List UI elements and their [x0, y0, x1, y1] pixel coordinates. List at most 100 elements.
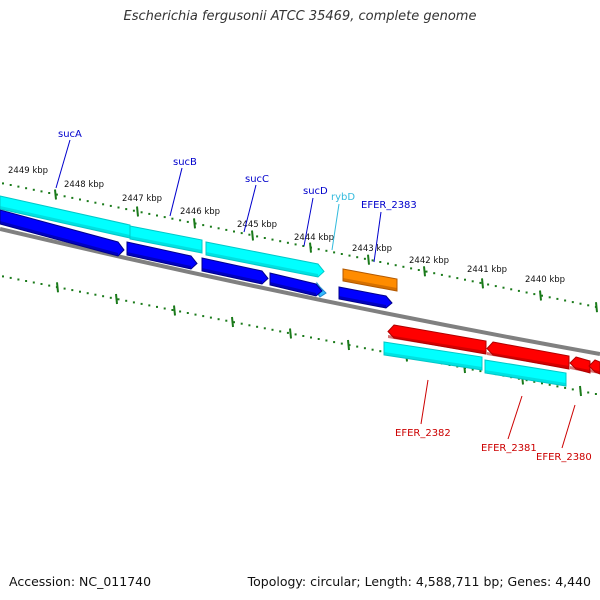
- EFER_2383-blue-arrow-shade: [339, 296, 386, 308]
- upper-track-minor-tick: [117, 206, 120, 209]
- sucC-gene-arrow-shade: [202, 268, 262, 284]
- upper-track-minor-tick: [333, 251, 336, 254]
- EFER_2381-gene-arrow-shade: [487, 352, 569, 369]
- lower-track-minor-tick: [156, 305, 158, 308]
- upper-track-minor-tick: [40, 190, 43, 193]
- lower-track-minor-tick: [587, 391, 590, 394]
- leader-line-EFER_2382: [420, 379, 429, 425]
- lower-track-minor-tick: [310, 336, 312, 339]
- accession-text: Accession: NC_011740: [9, 574, 152, 589]
- upper-track-minor-tick: [510, 288, 513, 291]
- leader-line-EFER_2381: [507, 395, 523, 440]
- scale-tick-label: 2449 kbp: [8, 166, 48, 176]
- lower-track-minor-tick: [148, 304, 151, 307]
- upper-track-minor-tick: [109, 204, 112, 207]
- lower-track-minor-tick: [17, 278, 20, 281]
- gene-label-sucB: sucB: [173, 157, 197, 168]
- lower-track-minor-tick: [79, 290, 81, 293]
- lower-track-minor-tick: [25, 280, 28, 282]
- lower-track-minor-tick: [594, 393, 597, 395]
- lower-track-minor-tick: [9, 276, 12, 279]
- lower-track-minor-tick: [125, 299, 128, 302]
- upper-track-minor-tick: [163, 216, 166, 219]
- lower-track-minor-tick: [63, 287, 66, 290]
- lower-track-minor-tick: [132, 301, 135, 304]
- lower-track-minor-tick: [256, 325, 259, 328]
- genome-summary-text: Topology: circular; Length: 4,588,711 bp…: [247, 574, 591, 589]
- EFER_2382-gene-arrow-shade: [388, 335, 486, 354]
- upper-track-minor-tick: [487, 283, 490, 286]
- lower-track-minor-tick: [541, 382, 543, 385]
- upper-track-minor-tick: [279, 240, 282, 243]
- lower-track-minor-tick: [109, 296, 112, 299]
- lower-track-minor-tick: [248, 324, 251, 327]
- upper-track-minor-tick: [356, 256, 359, 259]
- lower-track-minor-tick: [233, 321, 235, 324]
- upper-track-major-tick: [481, 278, 484, 289]
- upper-track-minor-tick: [17, 185, 20, 188]
- lower-track-minor-tick: [48, 284, 51, 287]
- lower-track-minor-tick: [571, 388, 574, 391]
- upper-track-minor-tick: [32, 188, 35, 191]
- lower-track-minor-tick: [32, 281, 35, 284]
- upper-track-minor-tick: [417, 269, 420, 271]
- gene-label-EFER_2380: EFER_2380: [536, 452, 592, 463]
- upper-track-minor-tick: [217, 227, 220, 230]
- leader-line-sucD: [303, 197, 314, 247]
- gene-label-sucD: sucD: [303, 186, 328, 197]
- upper-track-minor-tick: [256, 235, 259, 238]
- upper-track-minor-tick: [140, 211, 143, 214]
- lower-track-minor-tick: [556, 385, 559, 388]
- label-leader-lines: [55, 139, 576, 449]
- upper-track-major-tick: [54, 189, 57, 200]
- upper-track-minor-tick: [379, 261, 382, 263]
- scale-tick-labels: 2449 kbp 2448 kbp 2447 kbp 2446 kbp 2445 kbp…: [8, 166, 565, 285]
- upper-track-minor-tick: [2, 182, 4, 185]
- leader-line-sucA: [55, 139, 71, 189]
- scale-tick-label: 2443 kbp: [352, 244, 392, 254]
- lower-track-minor-tick: [194, 313, 197, 316]
- lower-track-minor-tick: [533, 380, 536, 383]
- upper-track-minor-tick: [302, 245, 305, 247]
- lower-track-minor-tick: [479, 370, 482, 373]
- lower-track-major-tick: [289, 328, 292, 339]
- lower-track-minor-tick: [294, 333, 297, 336]
- lower-track-minor-tick: [179, 310, 182, 313]
- page-title: Escherichia fergusonii ATCC 35469, compl…: [123, 9, 477, 24]
- upper-track-minor-tick: [571, 301, 574, 304]
- upper-track-minor-tick: [433, 272, 436, 275]
- lower-track-minor-tick: [363, 347, 366, 350]
- sucD-gene-arrow-shade: [270, 282, 316, 296]
- upper-track-minor-tick: [209, 225, 212, 228]
- EFER_2381-cds-band-shade: [485, 370, 566, 386]
- lower-track-minor-tick: [240, 322, 243, 325]
- upper-track-minor-tick: [525, 291, 528, 294]
- lower-track-minor-tick: [209, 316, 212, 319]
- lower-track-minor-tick: [225, 319, 228, 322]
- upper-track-minor-tick: [186, 220, 189, 223]
- gene-label-sucC: sucC: [245, 174, 269, 185]
- upper-track-minor-tick: [440, 273, 443, 276]
- upper-track-minor-tick: [156, 214, 158, 217]
- upper-track-minor-tick: [502, 286, 505, 289]
- lower-track-minor-tick: [564, 386, 567, 389]
- upper-track-minor-tick: [248, 233, 251, 236]
- lower-track-major-tick: [115, 293, 118, 305]
- lower-track-minor-tick: [186, 312, 189, 314]
- upper-track-major-tick: [251, 230, 254, 241]
- scale-tick-label: 2448 kbp: [64, 180, 104, 190]
- upper-track-minor-tick: [102, 203, 105, 206]
- sucB-cds-band-shade: [130, 236, 202, 253]
- upper-track-minor-tick: [55, 193, 58, 196]
- upper-track-minor-tick: [410, 267, 413, 270]
- upper-track-major-tick: [367, 254, 370, 265]
- sucC-sucD-cds-band-shade: [206, 252, 318, 277]
- upper-track-minor-tick: [479, 281, 482, 284]
- upper-track-minor-tick: [325, 249, 328, 252]
- lower-track-minor-tick: [325, 339, 328, 342]
- upper-track-minor-tick: [202, 224, 205, 227]
- lower-track-major-tick: [347, 339, 350, 351]
- lower-track-minor-tick: [217, 318, 220, 321]
- upper-track-minor-tick: [286, 241, 289, 244]
- upper-track-minor-tick: [340, 253, 343, 255]
